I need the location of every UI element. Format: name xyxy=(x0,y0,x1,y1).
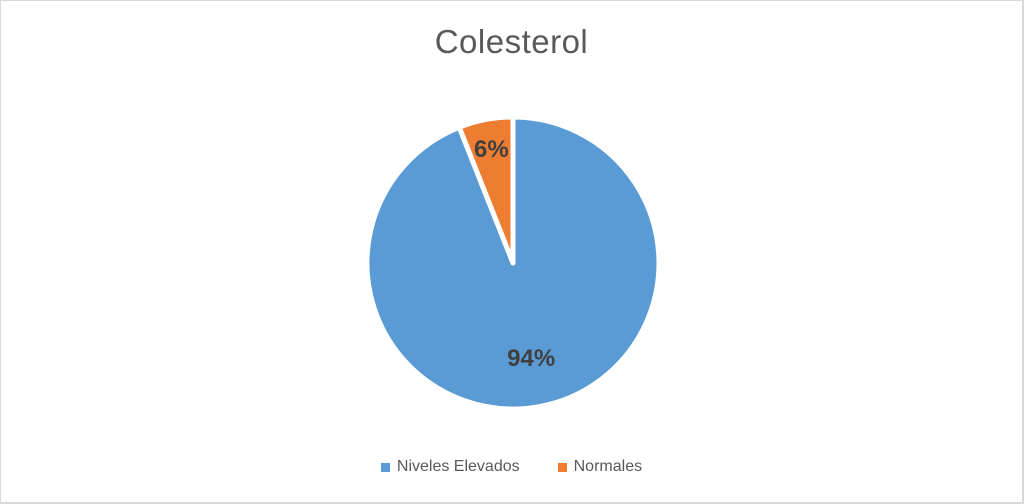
legend-item-niveles-elevados[interactable]: Niveles Elevados xyxy=(380,458,520,476)
data-label-niveles-elevados: 94% xyxy=(507,345,555,372)
legend-label-normales: Normales xyxy=(573,458,643,475)
data-label-normales: 6% xyxy=(474,136,509,163)
chart-title[interactable]: Colesterol xyxy=(434,23,589,60)
pie-slice-normales[interactable] xyxy=(456,114,516,266)
legend-marker-square-blue xyxy=(380,462,390,472)
legend-label-niveles-elevados: Niveles Elevados xyxy=(396,458,520,475)
legend: Niveles Elevados Normales xyxy=(1,458,1022,476)
legend-item-normales[interactable]: Normales xyxy=(557,458,643,476)
legend-marker-square-orange xyxy=(557,462,567,472)
